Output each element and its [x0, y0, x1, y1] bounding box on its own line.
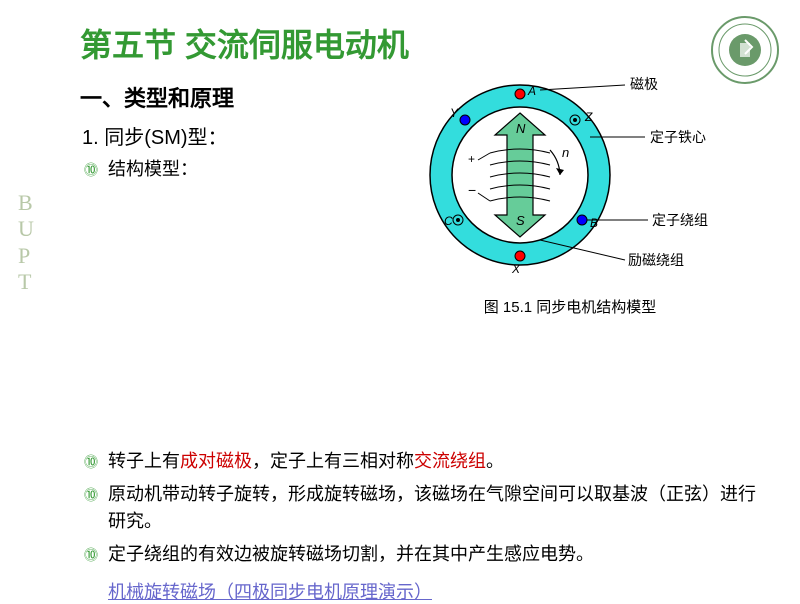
svg-text:B: B [590, 216, 598, 230]
slide-title: 第五节 交流伺服电动机 [80, 20, 760, 66]
svg-text:X: X [511, 262, 521, 276]
bullet-item: ⓾ 转子上有成对磁极，定子上有三相对称交流绕组。 [80, 448, 760, 475]
bullet-icon: ⓾ [84, 160, 98, 180]
svg-text:Y: Y [450, 106, 459, 120]
svg-text:+: + [468, 152, 475, 166]
diagram-caption: 图 15.1 同步电机结构模型 [390, 296, 750, 317]
svg-text:A: A [527, 84, 536, 98]
svg-text:C: C [444, 214, 453, 228]
bullet-icon: ⓾ [84, 545, 98, 565]
svg-text:磁极: 磁极 [630, 76, 658, 92]
bullet-item: ⓾ 原动机带动转子旋转，形成旋转磁场，该磁场在气隙空间可以取基波（正弦）进行研究… [80, 481, 760, 535]
motor-diagram: N S + − A X Y Z B [390, 65, 750, 310]
bullet-item: ⓾ 定子绕组的有效边被旋转磁场切割，并在其中产生感应电势。 [80, 541, 760, 568]
svg-text:定子铁心: 定子铁心 [650, 129, 706, 145]
svg-text:−: − [468, 182, 476, 198]
svg-text:S: S [516, 213, 525, 228]
svg-text:定子绕组: 定子绕组 [652, 212, 708, 228]
svg-text:励磁绕组: 励磁绕组 [628, 252, 684, 268]
bullet-icon: ⓾ [84, 452, 98, 472]
bullet-text: 原动机带动转子旋转，形成旋转磁场，该磁场在气隙空间可以取基波（正弦）进行研究。 [108, 481, 760, 535]
svg-text:Z: Z [584, 110, 593, 124]
svg-text:n: n [562, 145, 569, 160]
svg-text:N: N [516, 121, 526, 136]
bullet-icon: ⓾ [84, 485, 98, 505]
bullet-text: 定子绕组的有效边被旋转磁场切割，并在其中产生感应电势。 [108, 541, 594, 568]
bullet-text: 转子上有成对磁极，定子上有三相对称交流绕组。 [108, 448, 504, 475]
demo-link[interactable]: 机械旋转磁场（四极同步电机原理演示） [80, 578, 432, 604]
sidebar-brand: BUPT [18, 190, 36, 296]
